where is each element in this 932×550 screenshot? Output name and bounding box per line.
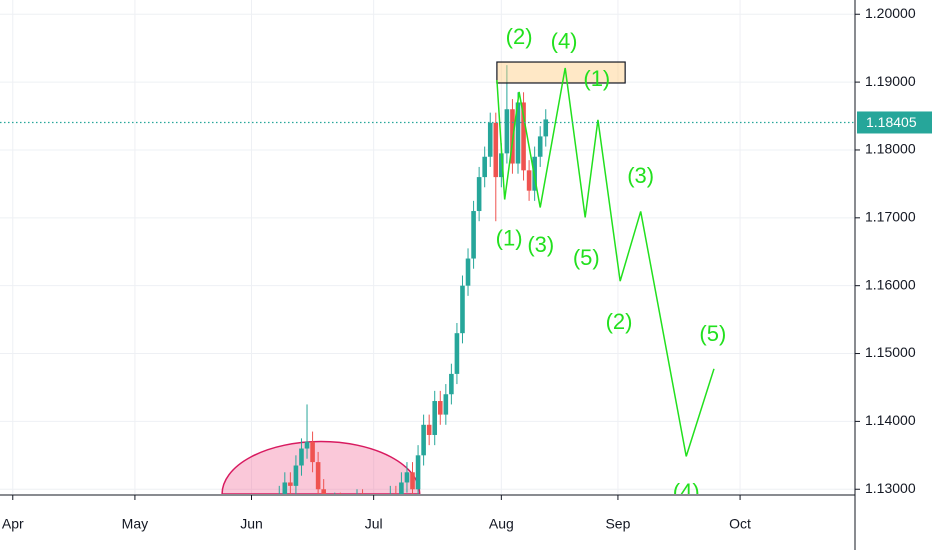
candle-body [415, 455, 421, 490]
wave-label: (3) [627, 163, 654, 188]
candle-body [493, 122, 499, 178]
candle-body [426, 424, 432, 435]
x-tick-label: Jun [240, 516, 263, 532]
y-tick-label: 1.16000 [865, 276, 916, 292]
candle-body [432, 401, 438, 435]
candle-body [360, 499, 365, 516]
y-tick-label: 1.15000 [865, 344, 916, 360]
candle-body [304, 441, 310, 449]
candle-body [382, 506, 387, 523]
candle-body [515, 102, 521, 164]
candle-body [338, 503, 343, 513]
candle-body [299, 448, 304, 466]
wave-label: (1) [583, 66, 610, 91]
y-tick-label: 1.18000 [865, 141, 916, 157]
candle-body [277, 496, 282, 510]
candle-body [288, 482, 293, 486]
candle-body [404, 472, 410, 483]
candle-body [543, 119, 549, 137]
candle-body [487, 122, 493, 157]
candle-body [526, 170, 532, 191]
candle-body [349, 510, 354, 524]
wave-label: (3) [527, 232, 554, 257]
last-price-tag [857, 111, 932, 134]
candle-body [465, 258, 471, 286]
candle-body [471, 211, 476, 259]
plot-area: (2) (4)(1)(1) (3)(5)(3)(2) (5)(4) [0, 0, 855, 524]
candle-body [454, 333, 460, 374]
candle-body [437, 401, 443, 415]
candle-body [310, 441, 315, 463]
candle-body [482, 156, 487, 178]
candle-body [394, 496, 399, 503]
x-tick-label: Jul [365, 516, 383, 532]
candle-body [410, 472, 415, 490]
candle-body [282, 482, 288, 494]
wave-projection [496, 67, 715, 457]
candle-body [399, 482, 404, 494]
candle-body [327, 506, 332, 520]
x-tick-label: Apr [2, 516, 24, 532]
y-tick-label: 1.19000 [865, 73, 916, 89]
candle-body [537, 136, 543, 157]
y-tick-label: 1.13000 [865, 480, 916, 496]
candle-body [355, 499, 360, 509]
candle-body [443, 394, 449, 415]
wave-label: (2) [606, 309, 633, 334]
y-tick-label: 1.14000 [865, 412, 916, 428]
x-tick-label: Oct [729, 516, 751, 532]
y-tick-label: 1.20000 [865, 5, 916, 21]
wave-label: (4) [673, 479, 700, 504]
candle-body [321, 489, 326, 494]
candle-body [499, 153, 504, 178]
wave-label: (4) [551, 29, 578, 54]
candle-body [421, 424, 426, 456]
x-tick-label: May [122, 516, 148, 532]
wave-label: (2) [506, 24, 533, 49]
candle-body [504, 109, 510, 154]
candle-body [332, 503, 337, 520]
candle-body [293, 465, 299, 486]
y-tick-label: 1.17000 [865, 209, 916, 225]
resistance-zone [496, 61, 626, 84]
candle-body [460, 285, 465, 334]
wave-label: (5) [573, 245, 600, 270]
x-tick-label: Sep [605, 516, 630, 532]
candle-body [344, 513, 349, 523]
last-price-label: 1.18405 [866, 114, 917, 130]
wave-label: (5) [699, 321, 726, 346]
candle-body [476, 177, 482, 212]
candle-body [449, 373, 454, 395]
candle-body [521, 102, 526, 171]
x-tick-label: Aug [489, 516, 514, 532]
wave-label: (1) [496, 225, 523, 250]
candle-body [315, 462, 321, 490]
candle-body [388, 496, 393, 506]
